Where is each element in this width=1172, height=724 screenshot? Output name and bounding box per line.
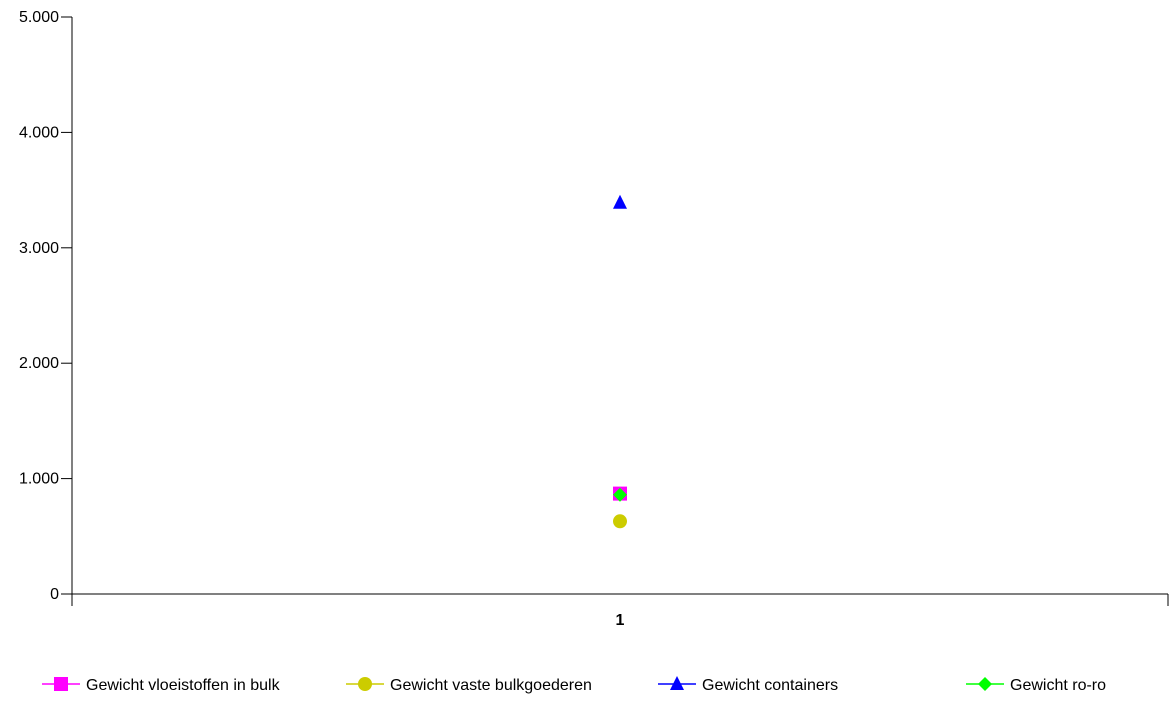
legend-label: Gewicht containers [702,677,838,694]
y-tick-label: 3.000 [19,240,59,257]
legend-marker-diamond [978,677,992,691]
legend: Gewicht vloeistoffen in bulk Gewicht vast… [42,676,1106,694]
data-point-series-4 [613,487,627,502]
legend-item: Gewicht vaste bulkgoederen [346,677,592,694]
y-tick-label: 1.000 [19,471,59,488]
data-point-series-2 [613,514,627,529]
legend-item: Gewicht ro-ro [966,677,1106,694]
y-ticks: 0 1.000 2.000 3.000 4.000 5.000 [19,9,72,603]
axes [71,17,1168,606]
legend-label: Gewicht vloeistoffen in bulk [86,677,281,694]
legend-item: Gewicht vloeistoffen in bulk [42,677,281,694]
y-tick-label: 5.000 [19,9,59,26]
legend-marker-square [54,677,68,691]
y-tick-label: 0 [50,586,59,603]
legend-label: Gewicht vaste bulkgoederen [390,677,592,694]
legend-item: Gewicht containers [658,676,838,694]
y-tick-label: 2.000 [19,355,59,372]
x-ticks: 1 [71,594,1169,629]
legend-label: Gewicht ro-ro [1010,677,1106,694]
legend-marker-circle [358,677,372,691]
data-markers [613,194,627,529]
data-point-series-3 [613,194,627,209]
legend-marker-triangle [670,676,684,690]
y-tick-label: 4.000 [19,124,59,141]
x-category-label: 1 [616,612,625,629]
